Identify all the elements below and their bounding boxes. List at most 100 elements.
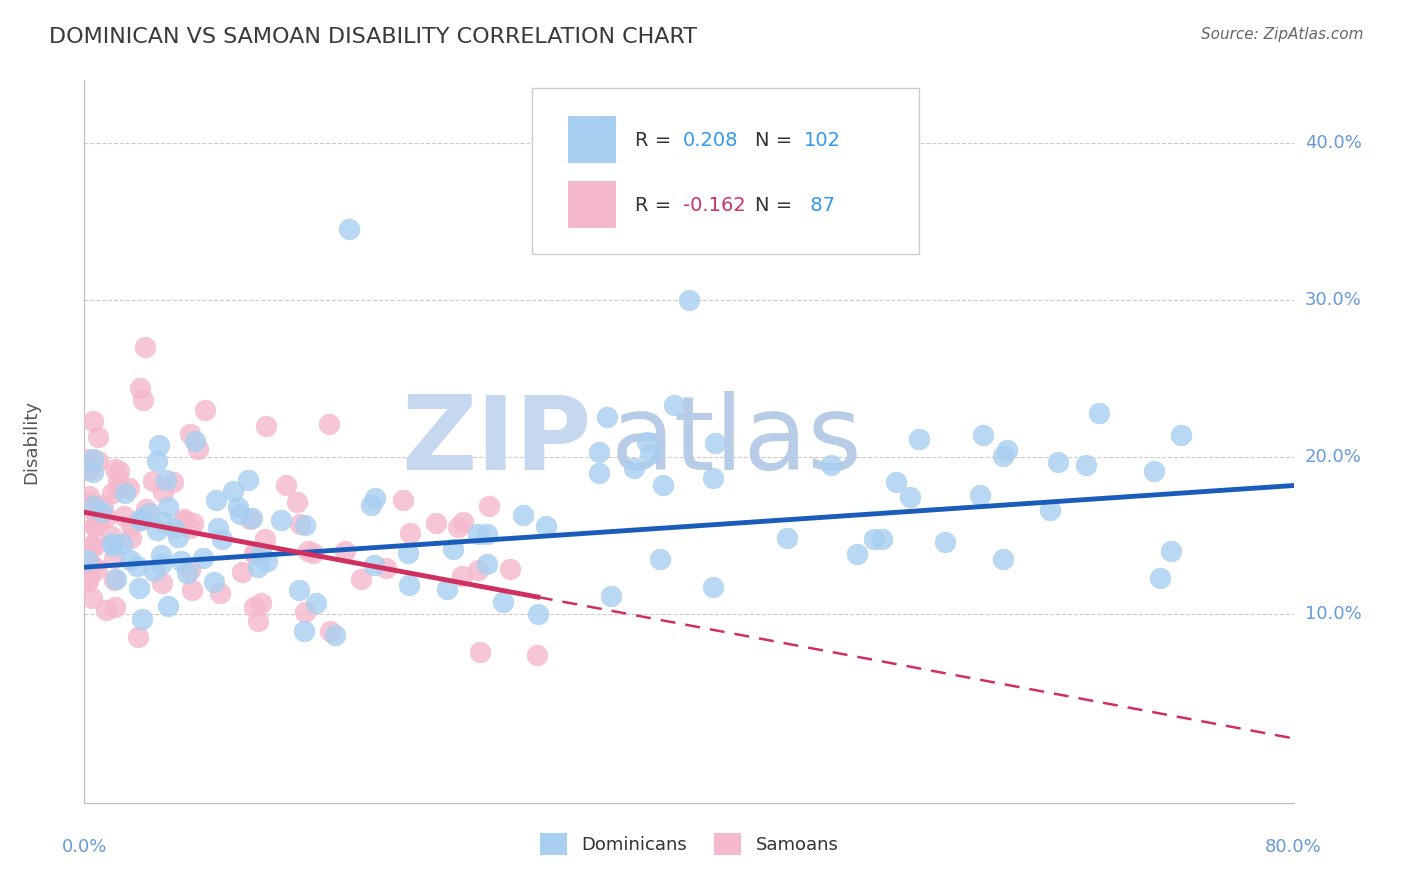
Samoans: [247, 615, 270, 629]
Dominicans: [250, 545, 273, 559]
Text: N =: N =: [755, 131, 799, 150]
Dominicans: [1076, 458, 1098, 472]
Samoans: [86, 516, 108, 530]
Dominicans: [323, 628, 346, 642]
Dominicans: [900, 490, 922, 504]
Samoans: [94, 603, 117, 617]
Text: 20.0%: 20.0%: [1305, 449, 1361, 467]
Text: 80.0%: 80.0%: [1265, 838, 1322, 855]
Samoans: [285, 495, 308, 509]
Dominicans: [83, 500, 105, 514]
Samoans: [451, 515, 474, 529]
Dominicans: [396, 546, 419, 560]
Samoans: [100, 529, 122, 543]
Samoans: [103, 574, 125, 588]
Legend: Dominicans, Samoans: Dominicans, Samoans: [533, 826, 845, 863]
Dominicans: [222, 484, 245, 499]
Samoans: [107, 481, 129, 495]
Samoans: [187, 442, 209, 456]
Dominicans: [526, 607, 548, 621]
Samoans: [243, 547, 266, 561]
Dominicans: [475, 527, 498, 541]
Samoans: [134, 340, 156, 354]
Dominicans: [820, 458, 842, 472]
Text: 40.0%: 40.0%: [1305, 134, 1361, 153]
Samoans: [350, 572, 373, 586]
Dominicans: [638, 448, 661, 462]
Dominicans: [118, 552, 141, 566]
Dominicans: [152, 515, 174, 529]
Samoans: [250, 596, 273, 610]
Samoans: [254, 533, 277, 547]
Samoans: [152, 484, 174, 499]
Dominicans: [652, 478, 675, 492]
Dominicans: [623, 460, 645, 475]
Dominicans: [211, 533, 233, 547]
Dominicans: [82, 465, 104, 479]
FancyBboxPatch shape: [531, 87, 918, 253]
Samoans: [179, 426, 201, 441]
Dominicans: [1160, 544, 1182, 558]
Text: -0.162: -0.162: [683, 195, 745, 215]
Dominicans: [1149, 572, 1171, 586]
Dominicans: [512, 508, 534, 523]
Samoans: [276, 478, 298, 492]
Samoans: [302, 546, 325, 560]
Dominicans: [176, 566, 198, 580]
Dominicans: [304, 596, 326, 610]
Dominicans: [492, 595, 515, 609]
Text: R =: R =: [634, 131, 678, 150]
Text: atlas: atlas: [610, 391, 862, 492]
Dominicans: [163, 521, 186, 535]
Samoans: [82, 414, 104, 428]
Samoans: [179, 521, 201, 535]
Dominicans: [934, 534, 956, 549]
Dominicans: [863, 532, 886, 546]
Samoans: [451, 568, 474, 582]
Dominicans: [360, 498, 382, 512]
Dominicans: [205, 493, 228, 508]
Samoans: [103, 599, 125, 614]
Samoans: [374, 561, 396, 575]
Samoans: [467, 563, 489, 577]
Text: 87: 87: [804, 195, 835, 215]
Dominicans: [995, 442, 1018, 457]
Text: 0.208: 0.208: [683, 131, 738, 150]
Dominicans: [143, 564, 166, 578]
Samoans: [318, 417, 340, 432]
Dominicans: [114, 486, 136, 500]
Samoans: [86, 561, 108, 575]
Samoans: [86, 454, 108, 468]
Samoans: [112, 508, 135, 523]
Samoans: [80, 538, 103, 552]
Dominicans: [1039, 502, 1062, 516]
Dominicans: [991, 449, 1014, 463]
Samoans: [162, 475, 184, 489]
Samoans: [104, 462, 127, 476]
Dominicans: [105, 572, 128, 586]
Samoans: [173, 512, 195, 526]
Dominicans: [207, 521, 229, 535]
Dominicans: [129, 511, 152, 525]
Dominicans: [467, 527, 489, 541]
Dominicans: [184, 434, 207, 448]
Samoans: [91, 498, 114, 512]
Dominicans: [90, 505, 112, 519]
Samoans: [76, 495, 98, 509]
Dominicans: [131, 612, 153, 626]
Dominicans: [155, 474, 177, 488]
Dominicans: [169, 554, 191, 568]
Dominicans: [991, 552, 1014, 566]
Dominicans: [229, 507, 252, 521]
Dominicans: [129, 512, 152, 526]
Dominicans: [146, 524, 169, 538]
Dominicans: [702, 471, 724, 485]
Samoans: [239, 512, 262, 526]
Samoans: [173, 514, 195, 528]
Samoans: [120, 531, 142, 545]
Dominicans: [636, 435, 658, 450]
Dominicans: [969, 488, 991, 502]
Samoans: [181, 516, 204, 531]
Samoans: [132, 392, 155, 407]
Samoans: [94, 510, 117, 524]
